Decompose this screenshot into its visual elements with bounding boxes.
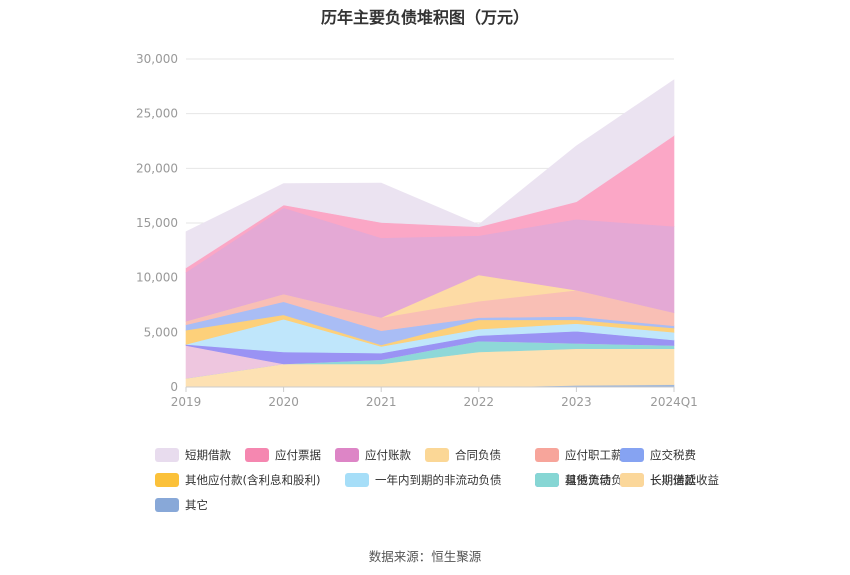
legend-swatch [535, 473, 559, 487]
y-tick-label: 10,000 [136, 271, 178, 285]
x-tick-label: 2024Q1 [650, 395, 698, 409]
y-tick-label: 0 [170, 380, 178, 394]
chart-title: 历年主要负债堆积图（万元） [320, 8, 529, 27]
legend-item[interactable]: 长期递延收益 [620, 472, 719, 488]
legend-swatch [155, 498, 179, 512]
x-tick-label: 2019 [171, 395, 202, 409]
legend-item[interactable]: 合同负债 [425, 447, 501, 463]
legend-swatch [335, 448, 359, 462]
legend-item[interactable]: 应付账款 [335, 447, 411, 463]
legend-label: 其他流动负债 [565, 473, 634, 487]
legend-swatch [245, 448, 269, 462]
legend-item[interactable]: 应付职工薪酬 [535, 447, 634, 463]
legend-label: 应付票据 [275, 448, 321, 462]
source-note: 数据来源：恒生聚源 [368, 549, 482, 564]
legend-label: 一年内到期的非流动负债 [375, 473, 502, 487]
legend-label: 应付账款 [365, 448, 411, 462]
legend-label: 长期借款 [650, 473, 696, 487]
legend-swatch [155, 473, 179, 487]
legend-label: 长期递延收益 [650, 473, 719, 487]
x-tick-label: 2022 [464, 395, 495, 409]
legend-item[interactable]: 其他应付款(含利息和股利) [155, 472, 320, 488]
legend-item[interactable]: 一年内到期的非流动负债 [345, 472, 502, 488]
legend-label: 其他应付款(含利息和股利) [185, 473, 321, 487]
x-tick-label: 2020 [268, 395, 299, 409]
legend-label: 应付职工薪酬 [565, 448, 634, 462]
legend-swatch [345, 473, 369, 487]
area-series [185, 79, 675, 388]
axes: 0 5,000 10,000 15,000 20,000 25,000 30,000 2019… [136, 52, 698, 409]
y-tick-label: 15,000 [136, 216, 178, 230]
y-tick-label: 20,000 [136, 161, 178, 175]
y-tick-label: 25,000 [136, 107, 178, 121]
legend-label: 应交税费 [650, 448, 696, 462]
legend-swatch [620, 448, 644, 462]
legend-swatch [425, 448, 449, 462]
area-series-短期借款 [185, 79, 675, 269]
legend-item[interactable]: 短期借款 [155, 447, 231, 463]
legend-label: 其它 [185, 498, 208, 512]
legend-item[interactable]: 其它 [155, 497, 208, 513]
legend-label: 合同负债 [455, 448, 501, 462]
stacked-area-chart: 0 5,000 10,000 15,000 20,000 25,000 30,000 2019… [136, 52, 698, 409]
legend-label: 租赁负债 [565, 473, 611, 487]
legend-item[interactable]: 应付票据 [245, 447, 321, 463]
legend-item[interactable]: 租赁负债 [535, 472, 611, 488]
legend-label: 短期借款 [185, 448, 231, 462]
legend-swatch [620, 473, 644, 487]
y-tick-label: 5,000 [144, 325, 178, 339]
x-tick-label: 2023 [561, 395, 592, 409]
legend-swatch [155, 448, 179, 462]
x-tick-label: 2021 [366, 395, 397, 409]
y-tick-label: 30,000 [136, 52, 178, 66]
legend-swatch [535, 448, 559, 462]
legend-item[interactable]: 应交税费 [620, 447, 696, 463]
